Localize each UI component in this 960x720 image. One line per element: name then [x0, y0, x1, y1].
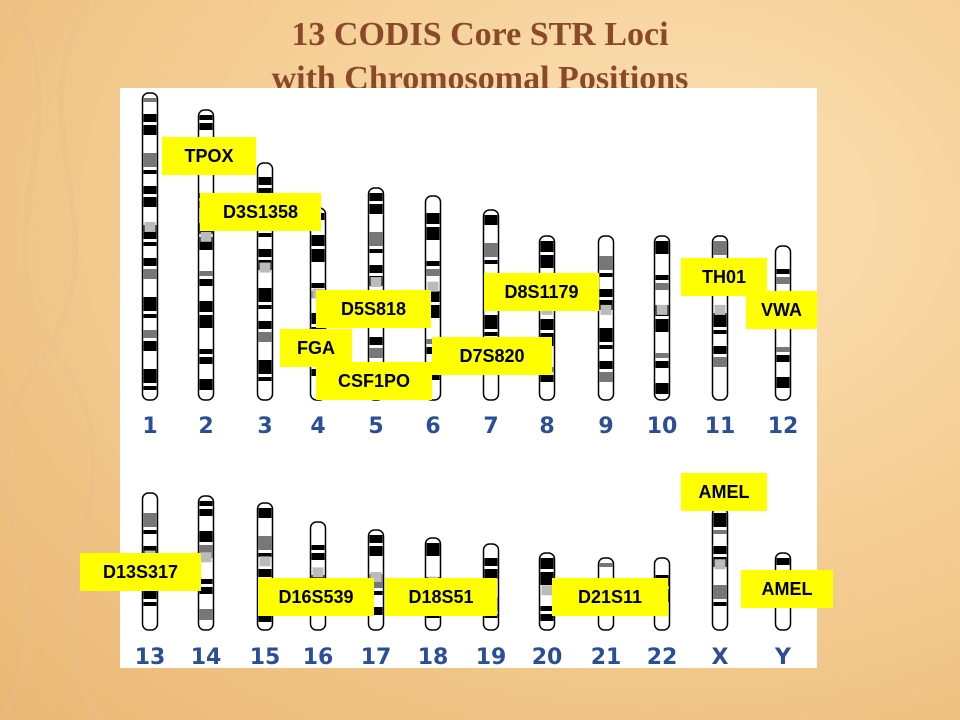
chromosome-number-3: 3 [257, 414, 272, 439]
chromosome-number-X: X [712, 645, 729, 668]
chromosome-number-17: 17 [361, 645, 392, 668]
chromosome-14 [197, 495, 215, 631]
locus-label-d5s818: D5S818 [316, 290, 431, 328]
chromosome-number-16: 16 [303, 645, 334, 668]
chromosome-number-11: 11 [705, 414, 736, 439]
chromosome-X [711, 507, 729, 631]
locus-label-d18s51: D18S51 [385, 578, 497, 616]
locus-label-vwa: VWA [746, 291, 817, 329]
chromosome-number-20: 20 [532, 645, 563, 668]
chromosome-1 [141, 92, 159, 401]
chromosome-20 [538, 552, 556, 631]
locus-label-d7s820: D7S820 [432, 337, 552, 375]
chromosome-number-12: 12 [768, 414, 799, 439]
chromosome-9 [597, 235, 615, 401]
chromosome-number-1: 1 [142, 414, 157, 439]
chromosome-number-Y: Y [774, 645, 792, 668]
chromosome-number-2: 2 [198, 414, 213, 439]
chromosome-number-15: 15 [250, 645, 281, 668]
chromosome-10 [653, 235, 671, 401]
chromosome-number-5: 5 [368, 414, 383, 439]
locus-label-d21s11: D21S11 [552, 578, 668, 616]
chromosome-number-18: 18 [418, 645, 449, 668]
chromosome-8 [538, 235, 556, 401]
chromosome-2 [197, 109, 215, 401]
locus-label-amel-x: AMEL [681, 473, 767, 511]
dna-helix-decoration [0, 0, 103, 720]
locus-label-d13s317: D13S317 [80, 553, 201, 591]
slide-title-line1: 13 CODIS Core STR Loci [291, 16, 669, 53]
chromosome-number-8: 8 [539, 414, 554, 439]
chromosome-number-14: 14 [191, 645, 222, 668]
locus-label-amel-y: AMEL [741, 570, 833, 608]
locus-label-d16s539: D16S539 [258, 578, 374, 616]
chromosome-number-6: 6 [425, 414, 440, 439]
chromosome-number-9: 9 [598, 414, 613, 439]
chromosome-number-4: 4 [310, 414, 325, 439]
locus-label-th01: TH01 [681, 258, 767, 296]
locus-label-d3s1358: D3S1358 [200, 193, 321, 231]
locus-label-csf1po: CSF1PO [316, 362, 432, 400]
chromosome-number-21: 21 [591, 645, 622, 668]
chromosome-number-10: 10 [647, 414, 678, 439]
chromosome-number-13: 13 [135, 645, 166, 668]
locus-label-fga: FGA [280, 329, 352, 367]
chromosome-number-7: 7 [483, 414, 498, 439]
locus-label-d8s1179: D8S1179 [484, 273, 599, 311]
chromosome-number-19: 19 [476, 645, 507, 668]
chromosome-number-22: 22 [647, 645, 678, 668]
locus-label-tpox: TPOX [162, 137, 256, 175]
